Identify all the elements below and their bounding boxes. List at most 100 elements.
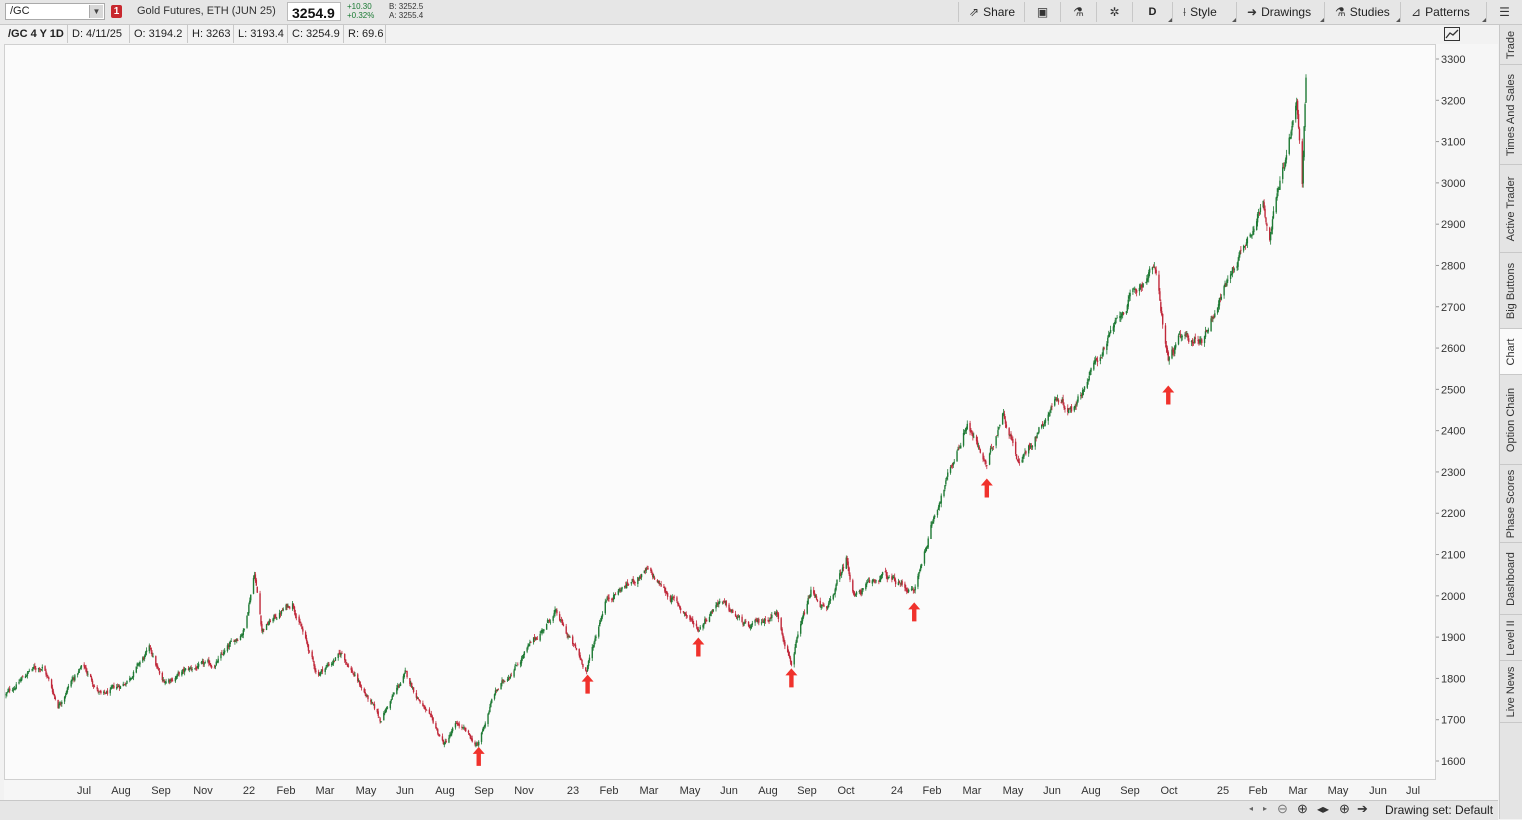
- candle-body: [1112, 326, 1115, 331]
- tab-active-trader[interactable]: Active Trader: [1500, 165, 1522, 253]
- thinkscript-lab-button[interactable]: ⚗: [1060, 2, 1096, 22]
- candle-body: [409, 678, 411, 684]
- menu-button[interactable]: ☰: [1486, 2, 1522, 22]
- candle-body: [54, 697, 57, 700]
- tab-option-chain[interactable]: Option Chain: [1500, 375, 1522, 465]
- drawings-icon: ➜: [1247, 5, 1258, 19]
- candle-body: [644, 569, 646, 572]
- instrument-description: Gold Futures, ETH (JUN 25): [137, 5, 276, 17]
- patterns-button[interactable]: ⊿ Patterns: [1400, 2, 1486, 22]
- chart-area[interactable]: [4, 44, 1436, 780]
- candle-body: [295, 616, 298, 618]
- style-icon: ⟊: [1183, 5, 1187, 19]
- up-arrow-marker[interactable]: [692, 637, 705, 657]
- candle-body: [691, 618, 693, 620]
- candle-body: [515, 665, 517, 666]
- candle-body: [365, 694, 367, 697]
- chevron-down-icon[interactable]: ▼: [89, 5, 103, 18]
- up-arrow-marker[interactable]: [980, 478, 993, 498]
- candle-body: [1041, 424, 1043, 428]
- candle-body: [488, 711, 490, 714]
- candle-body: [391, 696, 393, 700]
- up-arrow-marker[interactable]: [908, 602, 921, 622]
- tab-phase-scores[interactable]: Phase Scores: [1500, 465, 1522, 543]
- y-tick-label: 1700: [1441, 715, 1465, 727]
- fit-icon[interactable]: ◂▸: [1317, 802, 1330, 816]
- candle-body: [1070, 406, 1073, 412]
- tab-trade[interactable]: Trade: [1500, 25, 1522, 65]
- x-tick-label: Jun: [396, 785, 414, 797]
- candle-body: [19, 680, 21, 682]
- drawings-button[interactable]: ➜ Drawings: [1236, 2, 1324, 22]
- zoom-out-icon[interactable]: ⊖: [1277, 801, 1288, 816]
- data-box-icon: ▣: [1036, 5, 1049, 19]
- candle-body: [89, 674, 92, 678]
- candle-body: [1015, 454, 1018, 460]
- scroll-left-icon[interactable]: ◂: [1249, 804, 1254, 813]
- candle-body: [1298, 128, 1301, 141]
- candle-body: [1027, 445, 1030, 454]
- candle-body: [195, 667, 197, 669]
- tab-label: Chart: [1505, 338, 1517, 365]
- up-arrow-marker[interactable]: [785, 668, 798, 688]
- candle-body: [464, 728, 466, 730]
- chart-settings-button[interactable]: ✲: [1096, 2, 1132, 22]
- drawing-set-label[interactable]: Drawing set: Default: [1385, 803, 1494, 817]
- x-tick-label: Nov: [514, 785, 534, 797]
- candle-body: [986, 465, 988, 466]
- tab-chart[interactable]: Chart: [1500, 329, 1522, 375]
- tab-dashboard[interactable]: Dashboard: [1500, 543, 1522, 615]
- data-box-button[interactable]: ▣: [1024, 2, 1060, 22]
- candle-body: [595, 636, 597, 639]
- candle-body: [699, 626, 701, 630]
- scroll-right-icon[interactable]: ▸: [1263, 804, 1268, 813]
- candle-body: [580, 658, 582, 660]
- candle-body: [383, 712, 385, 721]
- candle-body: [782, 634, 784, 639]
- link-group-badge[interactable]: 1: [111, 5, 122, 18]
- style-button[interactable]: ⟊ Style: [1172, 2, 1236, 22]
- share-button[interactable]: ⇗ Share: [958, 2, 1024, 22]
- candle-body: [1108, 334, 1110, 337]
- price-axis-chart-icon[interactable]: [1444, 27, 1460, 41]
- candle-body: [156, 665, 159, 669]
- candle-body: [891, 576, 893, 580]
- tab-big-buttons[interactable]: Big Buttons: [1500, 253, 1522, 329]
- tab-live-news[interactable]: Live News: [1500, 661, 1522, 723]
- candle-body: [845, 557, 848, 569]
- candle-body: [1198, 340, 1200, 343]
- symbol-input[interactable]: /GC ▼: [5, 3, 105, 20]
- candle-body: [697, 628, 700, 631]
- candle-body: [92, 684, 95, 687]
- chart-id[interactable]: /GC 4 Y 1D: [4, 25, 68, 43]
- zoom-in-icon[interactable]: ⊕: [1297, 801, 1308, 816]
- tab-level-ii[interactable]: Level II: [1500, 615, 1522, 661]
- studies-button[interactable]: ⚗ Studies: [1324, 2, 1400, 22]
- up-arrow-marker[interactable]: [581, 674, 594, 694]
- crosshair-icon[interactable]: ⊕: [1339, 801, 1350, 816]
- candle-body: [800, 620, 803, 624]
- candle-body: [477, 743, 479, 745]
- period-button[interactable]: D: [1132, 2, 1172, 22]
- tab-label: Option Chain: [1505, 387, 1517, 452]
- price-axis[interactable]: [1436, 44, 1498, 780]
- candle-body: [962, 433, 965, 446]
- candle-body: [170, 679, 173, 682]
- up-arrow-marker[interactable]: [472, 746, 485, 766]
- up-arrow-marker[interactable]: [1162, 385, 1175, 405]
- time-axis[interactable]: [4, 780, 1498, 800]
- candle-body: [1285, 155, 1288, 160]
- candle-body: [711, 611, 713, 613]
- candle-body: [137, 664, 139, 666]
- candle-body: [243, 628, 245, 630]
- candle-body: [621, 587, 623, 590]
- candle-body: [406, 671, 408, 678]
- candle-body: [712, 609, 714, 612]
- candle-body: [923, 551, 926, 564]
- candle-body: [208, 659, 210, 664]
- tab-times-and-sales[interactable]: Times And Sales: [1500, 65, 1522, 165]
- x-tick-label: Jul: [77, 785, 91, 797]
- pan-right-icon[interactable]: ➔: [1357, 801, 1368, 816]
- candle-body: [1210, 318, 1212, 331]
